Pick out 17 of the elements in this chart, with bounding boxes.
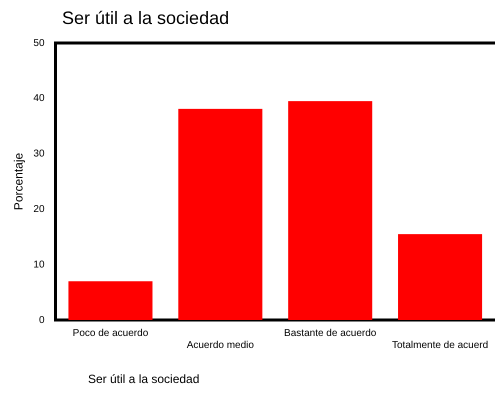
x-tick-label: Poco de acuerdo — [72, 328, 149, 339]
y-tick-label: 30 — [33, 148, 45, 160]
y-axis-title: Porcentaje — [12, 152, 26, 210]
x-tick-label: Acuerdo medio — [186, 340, 254, 351]
y-tick-label: 0 — [38, 314, 45, 326]
bar — [178, 108, 262, 320]
chart-title: Ser útil a la sociedad — [62, 8, 230, 30]
y-tick-label: 50 — [33, 38, 45, 49]
x-tick-label: Totalmente de acuerd — [392, 340, 488, 351]
bar — [398, 234, 482, 320]
y-tick-label: 20 — [33, 204, 45, 215]
y-tick-label: 10 — [33, 259, 45, 270]
bar — [68, 281, 152, 320]
y-tick-label: 40 — [33, 93, 45, 104]
x-axis-title: Ser útil a la sociedad — [88, 372, 200, 386]
x-tick-label: Bastante de acuerdo — [284, 328, 377, 339]
bar — [288, 101, 372, 320]
